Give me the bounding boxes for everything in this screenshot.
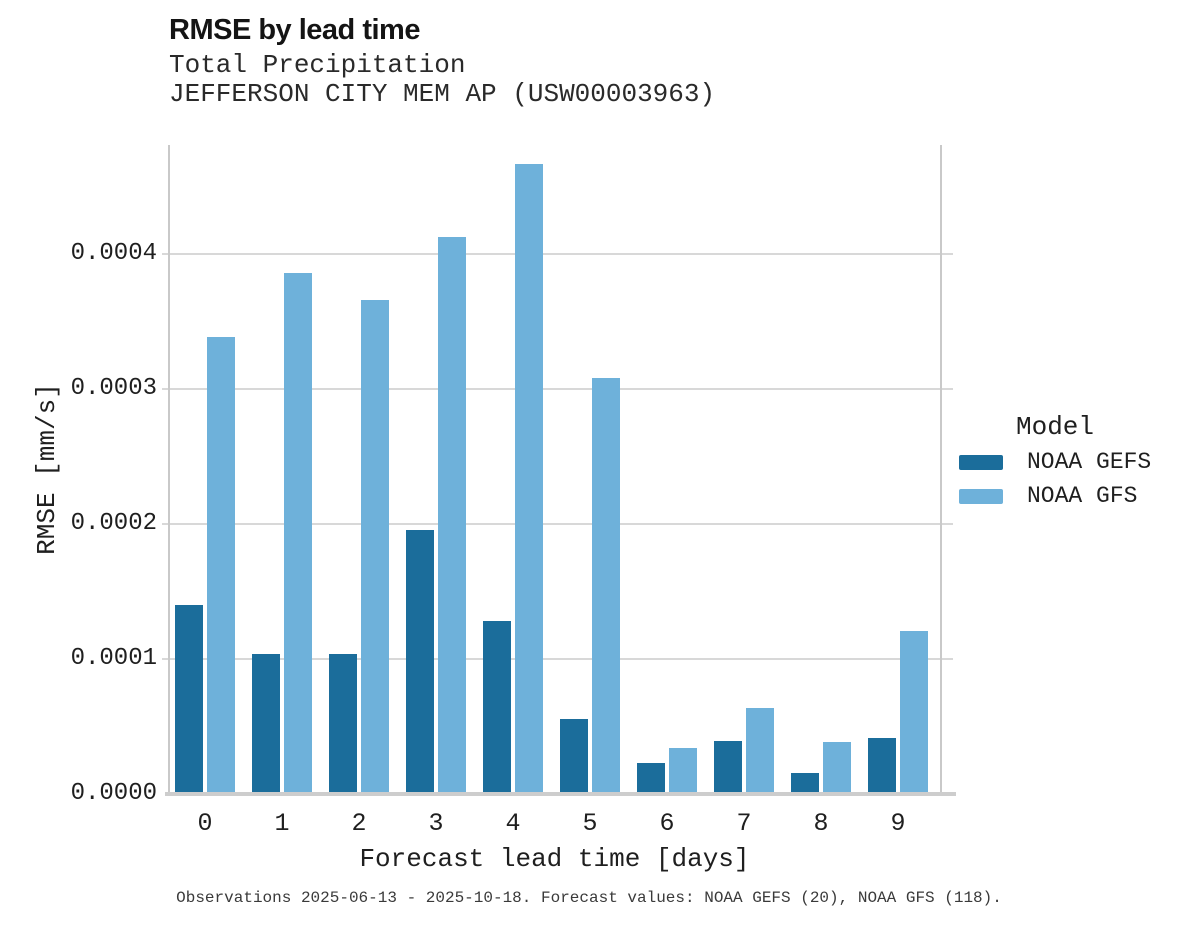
legend-label: NOAA GFS <box>1027 483 1138 509</box>
bar-noaa-gefs-7 <box>714 740 742 794</box>
gridline-0.0001 <box>162 658 953 661</box>
chart-subtitle: Total Precipitation <box>169 50 466 80</box>
legend-label: NOAA GEFS <box>1027 449 1152 475</box>
x-axis-label: Forecast lead time [days] <box>359 844 750 874</box>
bar-noaa-gefs-2 <box>329 653 357 794</box>
bar-noaa-gefs-8 <box>791 772 819 794</box>
bar-noaa-gfs-8 <box>823 742 851 794</box>
bar-noaa-gfs-1 <box>284 273 312 794</box>
bar-noaa-gfs-5 <box>592 378 620 794</box>
bar-noaa-gfs-6 <box>669 747 697 794</box>
right-spine <box>940 145 942 796</box>
y-tick-label: 0.0002 <box>70 510 157 538</box>
chart-station-name: JEFFERSON CITY MEM AP (USW00003963) <box>169 79 716 109</box>
y-tick-label: 0.0000 <box>70 780 157 807</box>
bar-noaa-gefs-3 <box>406 529 434 794</box>
x-tick-label-4: 4 <box>505 809 521 838</box>
x-tick-label-9: 9 <box>890 809 906 838</box>
bar-noaa-gfs-0 <box>207 336 235 794</box>
chart-title: RMSE by lead time <box>169 14 420 46</box>
x-tick-label-7: 7 <box>736 809 752 838</box>
bar-noaa-gefs-4 <box>483 621 511 794</box>
legend-swatch <box>959 488 1003 504</box>
y-tick-label: 0.0003 <box>70 375 157 403</box>
gridline-0.0002 <box>162 523 953 526</box>
y-tick-label: 0.0004 <box>70 240 157 268</box>
x-tick-label-1: 1 <box>274 809 290 838</box>
bar-noaa-gefs-6 <box>637 762 665 794</box>
legend: Model NOAA GEFS NOAA GFS <box>950 409 1176 513</box>
legend-item-noaa-gefs: NOAA GEFS <box>950 445 1176 479</box>
bar-noaa-gfs-2 <box>361 300 389 794</box>
bar-noaa-gefs-1 <box>252 653 280 794</box>
bar-noaa-gefs-5 <box>560 718 588 794</box>
x-axis-baseline <box>165 792 956 796</box>
bar-noaa-gfs-9 <box>900 630 928 794</box>
x-tick-label-3: 3 <box>428 809 444 838</box>
legend-item-noaa-gfs: NOAA GFS <box>950 479 1176 513</box>
legend-title: Model <box>1016 412 1095 442</box>
x-tick-label-6: 6 <box>659 809 675 838</box>
plot-area <box>162 145 956 796</box>
gridline-0.0004 <box>162 253 953 256</box>
x-tick-label-2: 2 <box>351 809 367 838</box>
x-tick-label-0: 0 <box>197 809 213 838</box>
x-tick-label-5: 5 <box>582 809 598 838</box>
caption: Observations 2025-06-13 - 2025-10-18. Fo… <box>176 889 1002 907</box>
x-tick-label-8: 8 <box>813 809 829 838</box>
bar-noaa-gfs-7 <box>746 708 774 794</box>
bar-noaa-gefs-0 <box>175 605 203 794</box>
legend-swatch <box>959 454 1003 470</box>
bar-noaa-gfs-4 <box>515 163 543 794</box>
left-spine <box>168 145 170 796</box>
bar-noaa-gfs-3 <box>438 236 466 794</box>
gridline-0.0003 <box>162 388 953 391</box>
y-tick-label: 0.0001 <box>70 645 157 673</box>
bar-noaa-gefs-9 <box>868 738 896 794</box>
